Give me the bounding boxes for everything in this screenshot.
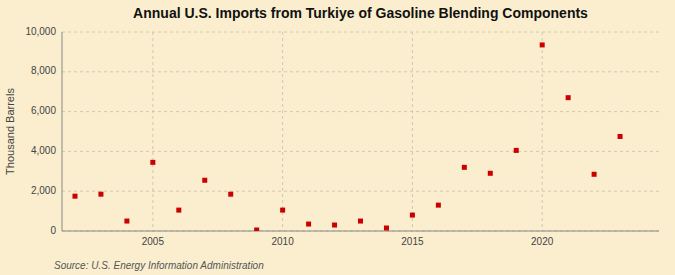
x-tick-label: 2005 [142,236,165,247]
point [410,213,415,218]
y-tick-label: 10,000 [25,26,56,37]
chart: 0 2,000 4,000 6,000 8,000 10,000 2005 2010 2015 2… [0,0,675,275]
title: Annual U.S. Imports from Turkiye of Gaso… [133,5,588,21]
point [228,192,233,197]
grid-line [62,231,659,232]
point [384,226,389,231]
y-tick-label: 2,000 [31,185,56,196]
point [592,172,597,177]
grid [62,32,659,231]
grid-line [282,32,283,231]
point [566,95,571,100]
x-axis-line [62,231,659,232]
x-tick-label: 2020 [531,236,554,247]
source: Source: U.S. Energy Information Administ… [54,260,264,271]
point [332,223,337,228]
point [514,148,519,153]
x-tick-label: 2010 [272,236,295,247]
point [540,42,545,47]
point [202,178,207,183]
point [150,160,155,165]
grid-line [542,32,543,231]
point [436,203,441,208]
grid-line [152,32,153,231]
point [462,165,467,170]
point [72,194,77,199]
background [0,0,675,275]
grid-line [412,32,413,231]
y-tick-label: 8,000 [31,65,56,76]
point [280,208,285,213]
point [306,222,311,227]
grid-line [62,191,659,192]
grid-line [62,111,659,112]
y-axis-line [62,32,63,231]
y-tick-label: 6,000 [31,105,56,116]
grid-line [62,151,659,152]
point [254,228,259,231]
y-tick-label: 0 [50,225,56,236]
y-axis-label: Thousand Barrels [4,88,16,175]
point [488,171,493,176]
points [72,42,622,231]
point [618,134,623,139]
point [176,208,181,213]
x-tick-label: 2015 [401,236,424,247]
point [98,192,103,197]
grid-line [62,71,659,72]
point [124,219,129,224]
point [358,219,363,224]
y-tick-label: 4,000 [31,145,56,156]
grid-line [62,32,659,33]
